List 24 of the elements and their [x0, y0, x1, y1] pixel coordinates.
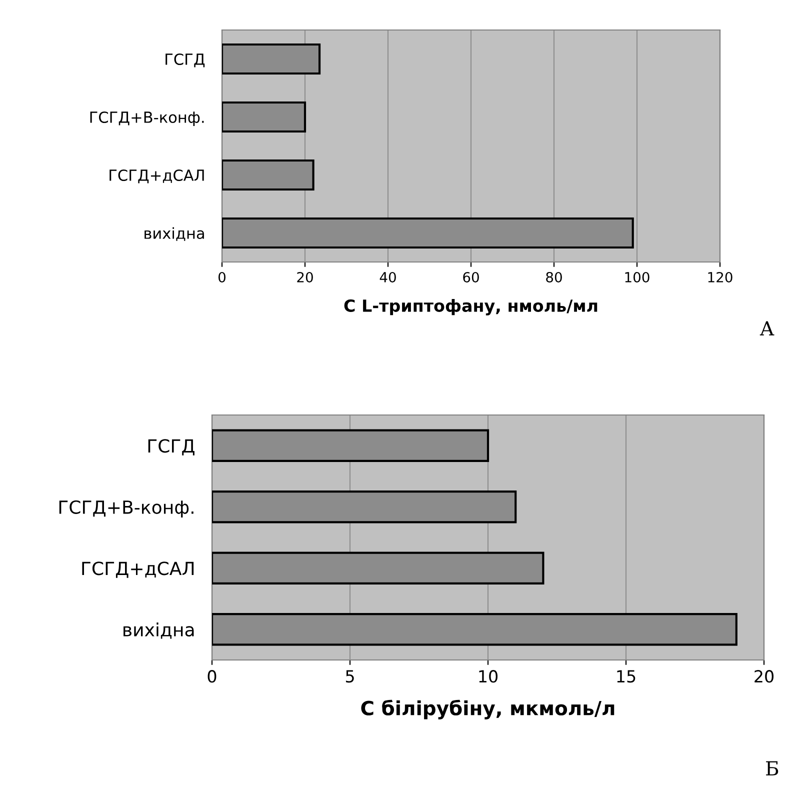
x-tick-label: 20	[297, 272, 313, 282]
y-tick-label: вихідна	[124, 622, 194, 639]
x-tick-label: 20	[754, 670, 774, 683]
y-tick-label: ГСГД+В-конф.	[90, 111, 204, 126]
y-tick-label: ГСГД+дСАЛ	[110, 169, 204, 184]
y-tick-label: ГСГД+В-конф.	[59, 500, 194, 518]
y-tick-label: вихідна	[144, 227, 204, 241]
x-axis-title: C білірубіну, мкмоль/л	[361, 700, 614, 720]
x-axis-title: C L-триптофану, нмоль/мл	[344, 299, 598, 316]
x-tick-label: 40	[380, 272, 396, 282]
y-tick-label: ГСГД	[148, 439, 194, 456]
text: A	[760, 321, 774, 336]
y-tick-label: ГСГД	[166, 53, 205, 68]
x-tick-label: 60	[463, 272, 479, 282]
x-tick-label: 10	[479, 670, 498, 683]
y-tick-label: ГСГД+дСАЛ	[82, 562, 194, 578]
x-tick-label: 100	[625, 272, 650, 282]
x-tick-label: 0	[218, 272, 226, 282]
x-tick-label: 5	[346, 670, 354, 683]
text: Б	[766, 761, 778, 776]
x-tick-label: 15	[617, 670, 636, 683]
x-tick-label: 120	[708, 272, 732, 282]
x-tick-label: 80	[546, 272, 562, 282]
x-tick-label: 0	[208, 670, 216, 683]
